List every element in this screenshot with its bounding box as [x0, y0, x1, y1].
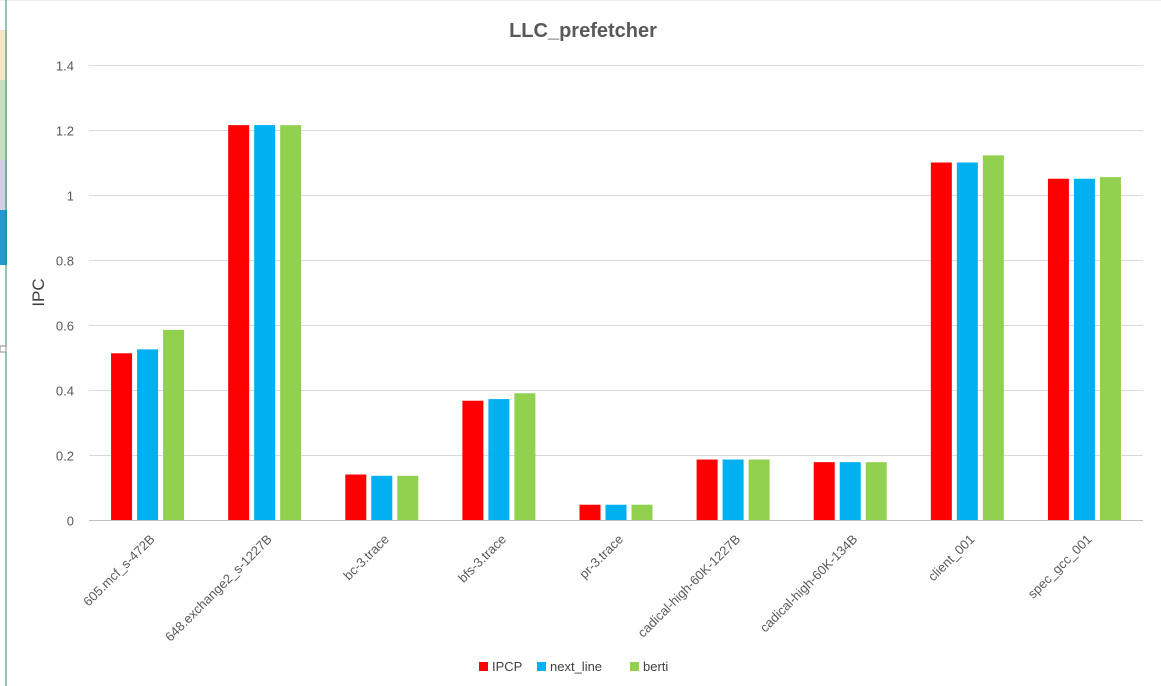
chart-title: LLC_prefetcher [509, 20, 657, 42]
x-category-label: cadical-high-60K-134B [757, 532, 861, 636]
y-tick-label: 1.4 [56, 59, 74, 74]
x-category-label: spec_gcc_001 [1025, 532, 1095, 602]
bars [111, 125, 1121, 520]
y-tick-label: 0.8 [56, 254, 74, 269]
bar-berti [631, 504, 653, 520]
y-tick-label: 0.2 [56, 449, 74, 464]
legend-label: IPCP [492, 659, 522, 674]
y-tick-label: 1 [67, 189, 74, 204]
x-category-label: 648.exchange2_s-1227B [162, 532, 275, 645]
y-tick-label: 0 [67, 514, 74, 529]
y-tick-label: 1.2 [56, 124, 74, 139]
bar-ipcp [111, 353, 133, 520]
bar-ipcp [228, 125, 250, 520]
x-category-label: pr-3.trace [576, 532, 626, 582]
bar-ipcp [345, 474, 367, 520]
bar-ipcp [579, 504, 601, 520]
x-category-label: client_001 [925, 532, 978, 585]
bar-berti [514, 393, 536, 520]
legend-label: next_line [550, 659, 602, 674]
y-axis-title: IPC [29, 278, 48, 306]
bar-ipcp [813, 462, 835, 520]
bar-ipcp [930, 162, 952, 520]
legend-swatch [479, 662, 488, 671]
bar-next-line [605, 504, 627, 520]
bar-berti [748, 459, 770, 520]
x-category-label: bfs-3.trace [455, 532, 509, 586]
bar-ipcp [1047, 178, 1069, 520]
bar-berti [982, 155, 1004, 520]
legend: IPCP next_line berti [479, 659, 668, 674]
bar-next-line [371, 475, 393, 520]
bar-berti [397, 475, 419, 520]
bar-next-line [722, 459, 744, 520]
bar-berti [280, 125, 302, 520]
x-axis-category-labels: 605.mcf_s-472B 648.exchange2_s-1227B bc-3.… [80, 532, 1094, 645]
bar-berti [163, 329, 185, 520]
bar-next-line [488, 399, 510, 520]
y-axis-ticks: 0 0.2 0.4 0.6 0.8 1 1.2 1.4 [56, 59, 74, 529]
bar-berti [1099, 177, 1121, 520]
bar-chart: LLC_prefetcher 00.20.40.60.811.21.4 IPC … [29, 20, 1143, 674]
chart-container[interactable]: LLC_prefetcher 0 0.2 0.4 0.6 0.8 1 1.2 1.4 IPC … [7, 8, 1161, 684]
bar-ipcp [462, 400, 484, 520]
bar-next-line [137, 349, 159, 520]
bar-berti [865, 462, 887, 520]
legend-swatch [537, 662, 546, 671]
legend-swatch [630, 662, 639, 671]
bar-ipcp [696, 459, 718, 520]
x-category-label: cadical-high-60K-1227B [635, 532, 744, 641]
y-tick-label: 0.4 [56, 384, 74, 399]
legend-label: berti [643, 659, 668, 674]
bar-next-line [1073, 178, 1095, 520]
y-tick-label: 0.6 [56, 319, 74, 334]
x-category-label: bc-3.trace [340, 532, 391, 583]
x-category-label: 605.mcf_s-472B [80, 532, 158, 610]
bar-next-line [956, 162, 978, 520]
bar-next-line [839, 462, 861, 520]
bar-next-line [254, 125, 276, 520]
